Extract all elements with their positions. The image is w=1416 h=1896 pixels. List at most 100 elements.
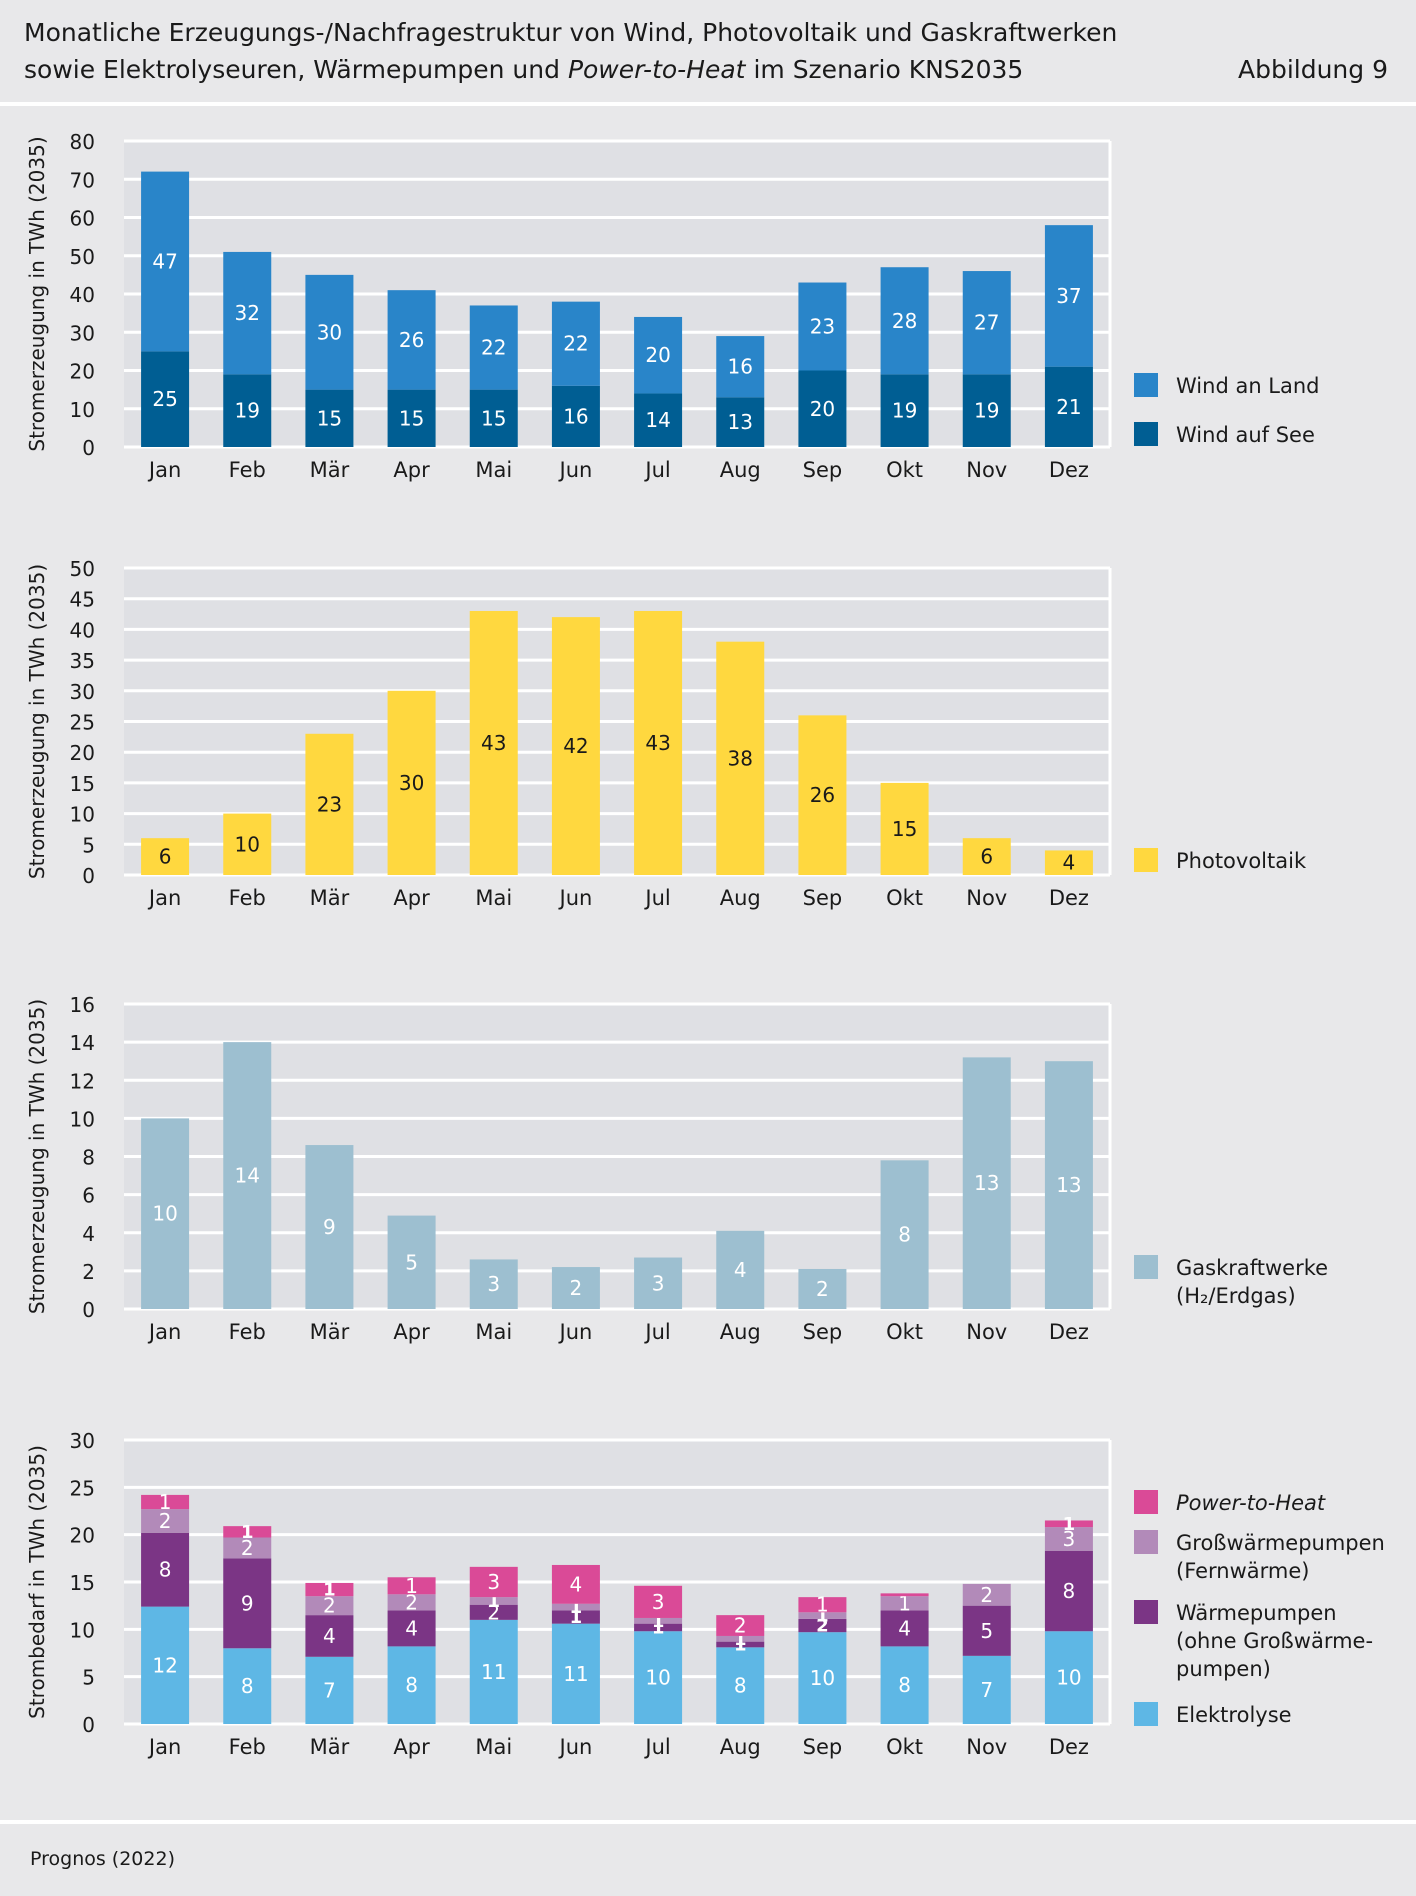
chart2-y-tick-label: 0 — [82, 864, 95, 888]
chart4-data-label: 3 — [1063, 1527, 1076, 1551]
chart1-data-label: 16 — [728, 355, 753, 379]
chart4-bar-segment — [551, 1564, 600, 1604]
chart4-data-label: 1 — [898, 1591, 911, 1615]
chart3-data-label: 5 — [405, 1250, 418, 1274]
chart1-data-label: 25 — [152, 387, 177, 411]
chart2-data-label: 43 — [645, 731, 670, 755]
chart2-data-label: 38 — [728, 746, 753, 770]
chart2-x-tick-label: Jul — [643, 886, 670, 910]
chart2-data-label: 26 — [810, 783, 835, 807]
chart1-bar-segment — [716, 336, 765, 398]
chart4-data-label: 2 — [241, 1536, 254, 1560]
chart3-y-tick-label: 6 — [82, 1184, 95, 1208]
chart1-data-label: 20 — [645, 343, 670, 367]
chart3-y-tick-label: 14 — [70, 1031, 95, 1055]
title-text-post: im Szenario KNS2035 — [745, 55, 1024, 84]
chart1-y-tick-label: 0 — [82, 436, 95, 460]
chart1-bar-segment — [1044, 366, 1093, 447]
chart4-data-label: 1 — [159, 1490, 172, 1514]
chart4-data-label: 1 — [241, 1522, 254, 1543]
chart1-x-tick-label: Apr — [393, 458, 430, 482]
chart4-data-label: 4 — [898, 1616, 911, 1640]
chart3-x-tick-label: Feb — [229, 1320, 266, 1344]
chart2-x-tick-label: Jun — [558, 886, 593, 910]
chart2-y-tick-label: 50 — [70, 557, 95, 581]
chart4-y-tick-label: 30 — [70, 1429, 95, 1453]
chart2-x-tick-label: Jan — [147, 886, 181, 910]
chart4-x-tick-label: Feb — [229, 1735, 266, 1759]
chart1-x-tick-label: Mai — [475, 458, 512, 482]
chart2-bar-segment — [223, 813, 272, 875]
chart1-data-label: 37 — [1056, 284, 1081, 308]
chart4-data-label: 8 — [1063, 1579, 1076, 1603]
chart4-bar-segment — [469, 1604, 518, 1620]
chart1-y-tick-label: 20 — [70, 360, 95, 384]
chart4-bar-segment — [551, 1623, 600, 1724]
chart1-y-tick-label: 60 — [70, 207, 95, 231]
chart4-legend-label: Großwärmepumpen — [1176, 1531, 1385, 1555]
chart4-bar-segment — [798, 1597, 847, 1613]
chart1-data-label: 32 — [235, 301, 260, 325]
chart3-y-tick-label: 4 — [82, 1222, 95, 1246]
chart1-y-tick-label: 70 — [70, 168, 95, 192]
chart4-bar-segment — [1044, 1550, 1093, 1632]
chart4-data-label: 10 — [810, 1666, 835, 1690]
chart4-data-label: 2 — [816, 1616, 829, 1637]
chart4-y-tick-label: 5 — [82, 1666, 95, 1690]
chart1-x-tick-label: Jul — [643, 458, 670, 482]
divider-top — [0, 102, 1416, 106]
chart4-data-label: 4 — [570, 1572, 583, 1596]
chart3-data-label: 4 — [734, 1258, 747, 1282]
chart4-data-label: 7 — [323, 1678, 336, 1702]
chart3-x-tick-label: Okt — [886, 1320, 923, 1344]
chart4-x-tick-label: Jun — [558, 1735, 593, 1759]
chart4-data-label: 7 — [980, 1678, 993, 1702]
chart2-y-tick-label: 35 — [70, 649, 95, 673]
chart4-legend-label-cont: (ohne Großwärme- — [1176, 1629, 1373, 1653]
chart1-data-label: 26 — [399, 328, 424, 352]
chart1-legend-swatch — [1134, 373, 1158, 397]
chart4-data-label: 9 — [241, 1591, 254, 1615]
chart1-data-label: 27 — [974, 311, 999, 335]
chart1-bar-segment — [469, 305, 518, 390]
chart3-x-tick-label: Dez — [1049, 1320, 1089, 1344]
chart4-bar-segment — [798, 1612, 847, 1619]
chart2-data-label: 30 — [399, 771, 424, 795]
chart4-y-tick-label: 25 — [70, 1476, 95, 1500]
chart1-bar-segment — [962, 374, 1011, 447]
chart1-legend-label: Wind an Land — [1176, 374, 1320, 398]
chart-title-line-2: sowie Elektrolyseuren, Wärmepumpen und P… — [24, 55, 1023, 84]
chart4-data-label: 12 — [152, 1653, 177, 1677]
chart4-x-tick-label: Mai — [475, 1735, 512, 1759]
chart2-y-tick-label: 25 — [70, 711, 95, 735]
chart4-data-label: 2 — [980, 1583, 993, 1607]
chart4-data-label: 8 — [159, 1558, 172, 1582]
chart2-data-label: 4 — [1063, 851, 1076, 875]
chart4-bar-segment — [880, 1596, 929, 1611]
chart2-bar-segment — [880, 782, 929, 875]
chart2-data-label: 23 — [317, 792, 342, 816]
chart2-data-label: 15 — [892, 817, 917, 841]
chart4-data-label: 1 — [323, 1580, 336, 1601]
chart4-legend-swatch — [1134, 1702, 1158, 1726]
chart4-legend-swatch — [1134, 1530, 1158, 1554]
chart2-x-tick-label: Feb — [229, 886, 266, 910]
chart1-bar-segment — [305, 389, 354, 447]
chart3-data-label: 13 — [1056, 1173, 1081, 1197]
chart4-x-tick-label: Jul — [643, 1735, 670, 1759]
chart1-data-label: 30 — [317, 320, 342, 344]
chart4-bar-segment — [798, 1632, 847, 1724]
chart1-bar-segment — [880, 267, 929, 375]
chart4-bar-segment — [551, 1610, 600, 1624]
chart4-bar-segment — [716, 1635, 765, 1642]
chart1-data-label: 47 — [152, 249, 177, 273]
chart4-bar-segment — [223, 1537, 272, 1559]
chart-title-line-1: Monatliche Erzeugungs-/Nachfragestruktur… — [24, 18, 1118, 47]
chart3-y-tick-label: 8 — [82, 1146, 95, 1170]
chart1-bar-segment — [551, 301, 600, 386]
chart4-data-label: 8 — [898, 1673, 911, 1697]
chart4-bar-segment — [305, 1596, 354, 1616]
chart3-bar-segment — [387, 1215, 436, 1309]
chart3-bar-segment — [1044, 1061, 1093, 1309]
chart1-x-tick-label: Aug — [720, 458, 761, 482]
